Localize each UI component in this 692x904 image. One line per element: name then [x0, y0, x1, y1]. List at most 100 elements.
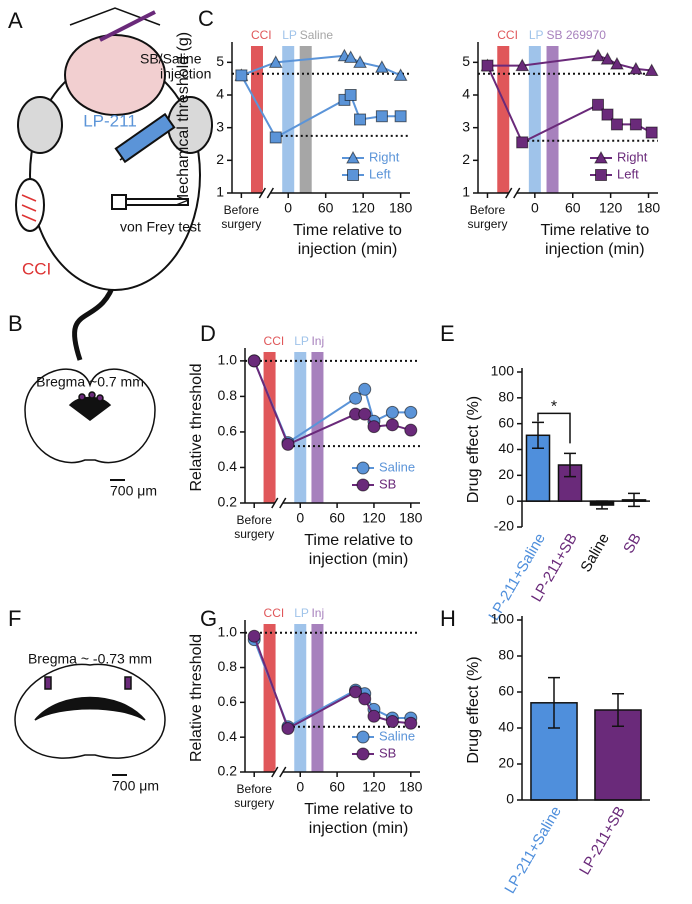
- marker: [268, 55, 283, 68]
- y-tick-label: 2: [462, 151, 470, 167]
- marker: [601, 108, 614, 121]
- marker: [385, 715, 399, 729]
- y-tick-label: 1: [216, 184, 224, 200]
- x-tick-label: 120: [362, 510, 386, 526]
- y-tick-label: 0.4: [218, 458, 238, 474]
- y-axis-label: Drug effect (%): [465, 656, 482, 763]
- marker: [343, 50, 358, 63]
- x-tick-label: 180: [389, 200, 413, 216]
- y-tick-label: 4: [462, 86, 470, 102]
- axis-break: [271, 497, 287, 509]
- scale-label: 700 μm: [110, 483, 157, 499]
- marker: [358, 407, 372, 421]
- syringe: [114, 112, 176, 164]
- event-label: Inj: [311, 606, 324, 620]
- axis-break: [505, 187, 521, 199]
- y-tick-label: 20: [498, 755, 514, 771]
- von-frey-handle: [111, 194, 127, 210]
- x-axis-label: injection (min): [298, 241, 398, 258]
- marker: [235, 69, 248, 82]
- x-axis-label: injection (min): [545, 241, 645, 258]
- drug-label: LP-211: [83, 111, 137, 130]
- x-tick-label: Before surgery: [234, 513, 275, 541]
- y-tick-label: -20: [494, 518, 514, 534]
- y-tick-label: 0.4: [218, 728, 238, 744]
- mouse-head: [64, 34, 166, 116]
- error-bar: [612, 693, 624, 727]
- event-label: CCI: [497, 28, 518, 42]
- event-label: Saline: [300, 28, 334, 42]
- legend-marker: [595, 169, 607, 181]
- panel-letter: H: [440, 606, 456, 631]
- legend-marker: [346, 150, 360, 164]
- panel-letter: B: [8, 311, 23, 336]
- event-band: [311, 624, 324, 772]
- x-tick-label: 120: [599, 200, 623, 216]
- mouse-paw: [15, 178, 45, 232]
- event-band: [294, 624, 307, 772]
- event-label: CCI: [251, 28, 272, 42]
- marker: [610, 56, 624, 70]
- series-line: [253, 639, 411, 729]
- marker: [385, 418, 399, 432]
- y-tick-label: 0: [506, 492, 514, 508]
- legend-label: Left: [617, 166, 639, 181]
- marker: [375, 110, 388, 123]
- x-tick-label: LP-211+SB: [576, 803, 629, 877]
- y-tick-label: 2: [216, 151, 224, 167]
- marker: [404, 405, 418, 419]
- injection-site: [96, 394, 104, 402]
- axis-break: [258, 187, 274, 199]
- panel-letter: C: [198, 6, 214, 31]
- marker: [353, 55, 367, 68]
- event-band: [294, 352, 307, 503]
- marker: [247, 629, 261, 643]
- panel-letter: E: [440, 321, 455, 346]
- marker: [629, 118, 642, 131]
- event-band: [263, 624, 276, 772]
- marker: [600, 52, 615, 65]
- y-tick-label: 0.6: [218, 693, 238, 709]
- marker: [515, 58, 530, 72]
- significance-label: *: [551, 399, 557, 416]
- legend-marker: [356, 747, 370, 761]
- injection-site: [44, 676, 52, 690]
- event-band: [250, 46, 263, 193]
- x-tick-label: 180: [637, 200, 661, 216]
- legend-label: Right: [369, 149, 400, 164]
- test-label: von Frey test: [120, 219, 201, 235]
- mouse-ear: [17, 96, 63, 154]
- von-frey-filament: [125, 198, 189, 206]
- marker: [344, 89, 357, 101]
- y-tick-label: 0.8: [218, 387, 238, 403]
- marker: [481, 59, 494, 72]
- mouse-diagram: [15, 7, 213, 361]
- marker: [610, 118, 623, 131]
- marker: [591, 48, 605, 62]
- event-band: [497, 46, 510, 193]
- x-tick-label: 0: [296, 510, 304, 526]
- axis-break-gap: [274, 769, 283, 775]
- legend-marker: [594, 150, 608, 164]
- error-bar: [628, 492, 640, 508]
- y-tick-label: 40: [498, 719, 514, 735]
- y-tick-label: 0.8: [218, 658, 238, 674]
- panel-letter: G: [200, 606, 217, 631]
- marker: [349, 391, 363, 405]
- y-axis-label: Relative threshold: [188, 363, 205, 491]
- series-line: [253, 360, 411, 445]
- marker: [394, 110, 407, 123]
- significance-bracket: [537, 412, 571, 444]
- y-axis-label: Drug effect (%): [465, 396, 482, 503]
- event-band: [311, 352, 324, 503]
- x-tick-label: 60: [329, 510, 345, 526]
- event-label: LP: [529, 28, 544, 42]
- legend-label: Saline: [379, 459, 415, 474]
- x-axis-label: Time relative to: [540, 222, 649, 239]
- legend-label: Saline: [379, 728, 415, 743]
- marker: [349, 685, 363, 699]
- y-tick-label: 60: [498, 414, 514, 430]
- scale-label: 700 μm: [112, 778, 159, 794]
- y-tick-label: 1: [462, 184, 470, 200]
- error-bar: [564, 452, 576, 478]
